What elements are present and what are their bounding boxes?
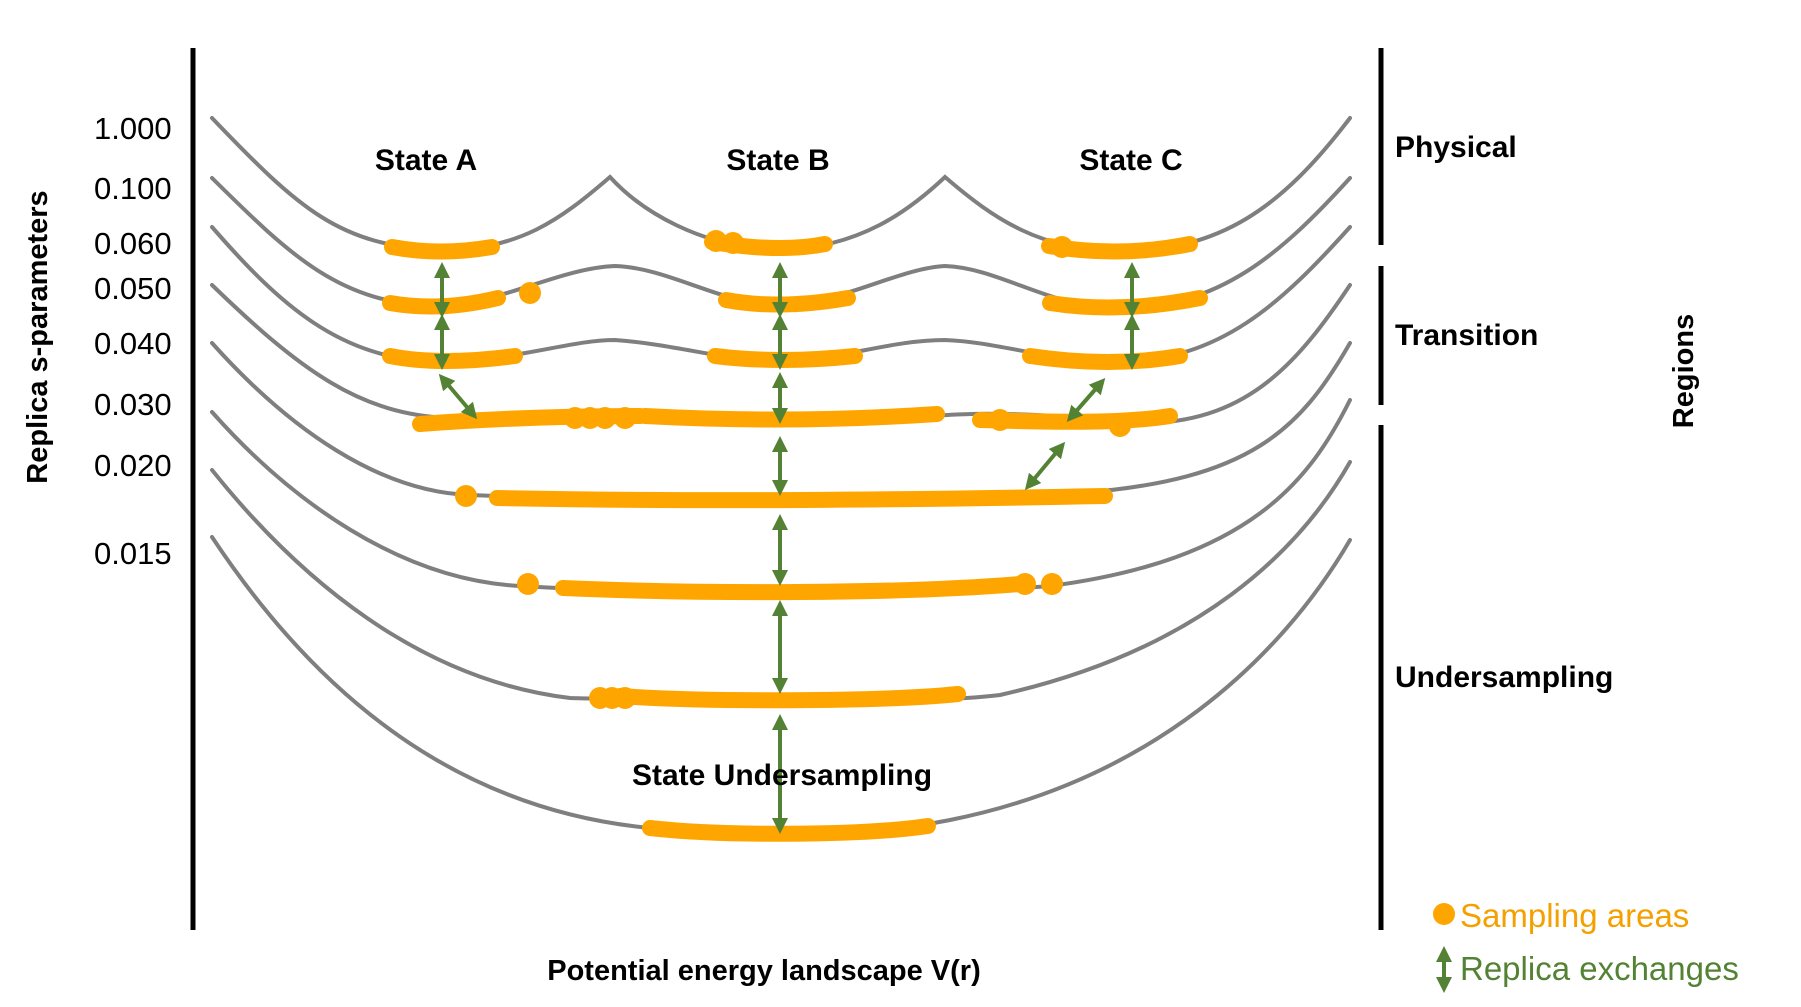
sampling-band-9 bbox=[1022, 348, 1188, 370]
regions-axis-title: Regions bbox=[1668, 314, 1700, 428]
region-physical-label: Physical bbox=[1395, 131, 1517, 164]
sampling-dot-4 bbox=[519, 282, 541, 304]
sampling-dot-7 bbox=[614, 407, 636, 429]
x-axis-title: Potential energy landscape V(r) bbox=[547, 955, 981, 987]
replica-exchange-arrow-3 bbox=[438, 373, 478, 420]
sampling-dot-1 bbox=[705, 230, 727, 252]
energy-curve-1 bbox=[210, 116, 1352, 255]
s-value-5: 0.040 bbox=[94, 326, 172, 361]
replica-exchanges bbox=[434, 262, 1140, 834]
sampling-dot-6 bbox=[594, 407, 616, 429]
state-b-label: State B bbox=[726, 144, 829, 177]
region-undersampling-label: Undersampling bbox=[1395, 661, 1613, 694]
s-value-3: 0.060 bbox=[94, 226, 172, 261]
s-value-1: 1.000 bbox=[94, 111, 172, 146]
sampling-band-14 bbox=[555, 576, 1028, 601]
sampling-band-5 bbox=[718, 290, 856, 313]
sampling-band-1 bbox=[384, 239, 500, 260]
sampling-dot-10 bbox=[517, 573, 539, 595]
s-value-8: 0.015 bbox=[94, 536, 172, 571]
sampling-dot-15 bbox=[614, 687, 636, 709]
legend-sampling-dot bbox=[1433, 903, 1455, 925]
y-axis-title: Replica s-parameters bbox=[22, 190, 54, 483]
sampling-band-13 bbox=[489, 488, 1113, 509]
replica-exchange-arrow-13 bbox=[1066, 377, 1106, 423]
sampling-areas bbox=[382, 230, 1208, 842]
sampling-dot-11 bbox=[1014, 573, 1036, 595]
sampling-band-15 bbox=[612, 686, 966, 709]
sampling-dot-16 bbox=[989, 409, 1011, 431]
sampling-dot-9 bbox=[564, 407, 586, 429]
replica-exchange-arrow-14 bbox=[1024, 441, 1066, 491]
sampling-dot-3 bbox=[1051, 236, 1073, 258]
sampling-band-16 bbox=[642, 818, 936, 842]
legend-sampling-label: Sampling areas bbox=[1460, 897, 1689, 934]
sampling-band-11 bbox=[637, 406, 945, 428]
sampling-band-7 bbox=[382, 348, 523, 369]
sampling-dot-17 bbox=[1109, 415, 1131, 437]
sampling-dot-2 bbox=[722, 232, 744, 254]
legend-exchange-label: Replica exchanges bbox=[1460, 950, 1739, 987]
s-value-2: 0.100 bbox=[94, 171, 172, 206]
region-transition-label: Transition bbox=[1395, 319, 1538, 352]
state-a-label: State A bbox=[375, 144, 477, 177]
sampling-band-6 bbox=[1042, 290, 1208, 316]
s-value-7: 0.020 bbox=[94, 448, 172, 483]
s-value-4: 0.050 bbox=[94, 271, 172, 306]
state-undersampling-label: State Undersampling bbox=[632, 759, 932, 792]
sampling-dot-12 bbox=[1041, 573, 1063, 595]
sampling-dot-8 bbox=[455, 485, 477, 507]
s-value-6: 0.030 bbox=[94, 387, 172, 422]
sampling-band-8 bbox=[707, 348, 863, 368]
state-c-label: State C bbox=[1079, 144, 1182, 177]
